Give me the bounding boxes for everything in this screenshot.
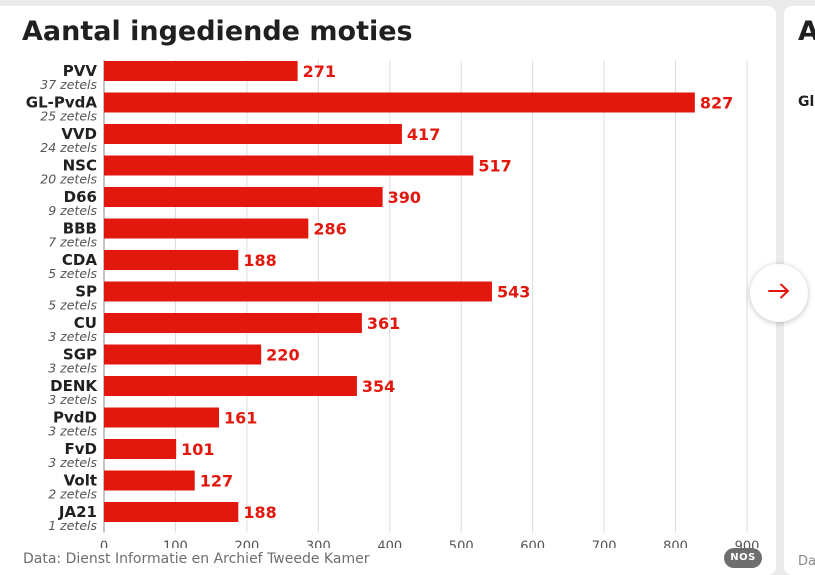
data-label: 361 xyxy=(367,314,400,333)
category-label: NSC xyxy=(63,157,97,175)
category-subtitle: 9 zetels xyxy=(48,203,97,218)
category-label: GL-PvdA xyxy=(26,94,98,112)
bar xyxy=(104,439,177,459)
x-tick-label: 0 xyxy=(100,540,108,549)
category-subtitle: 3 zetels xyxy=(48,361,97,376)
x-tick-label: 300 xyxy=(306,540,331,549)
data-label: 161 xyxy=(224,409,257,428)
category-subtitle: 2 zetels xyxy=(48,487,97,502)
category-subtitle: 20 zetels xyxy=(40,172,97,187)
data-label: 543 xyxy=(497,283,530,302)
x-tick-label: 500 xyxy=(449,540,474,549)
data-label: 390 xyxy=(388,188,421,207)
next-chart-source-fragment: Da xyxy=(798,554,815,569)
data-label: 517 xyxy=(478,157,511,176)
category-label: BBB xyxy=(63,220,97,238)
category-subtitle: 3 zetels xyxy=(48,392,97,407)
category-label: JA21 xyxy=(58,503,97,521)
data-label: 286 xyxy=(313,220,346,239)
bar xyxy=(104,187,383,207)
bar xyxy=(104,470,195,491)
category-subtitle: 37 zetels xyxy=(40,77,97,92)
bar xyxy=(104,61,298,81)
category-subtitle: 3 zetels xyxy=(48,424,97,439)
category-label: SGP xyxy=(63,346,97,364)
data-source: Data: Dienst Informatie en Archief Tweed… xyxy=(23,551,370,567)
category-label: SP xyxy=(75,283,97,301)
category-label: VVD xyxy=(61,125,97,143)
category-label: DENK xyxy=(50,377,98,395)
category-subtitle: 25 zetels xyxy=(40,109,97,124)
x-tick-label: 100 xyxy=(163,540,188,549)
bar xyxy=(104,281,492,302)
x-tick-label: 200 xyxy=(234,540,259,549)
bar xyxy=(104,92,695,113)
data-label: 101 xyxy=(181,440,214,459)
x-tick-label: 800 xyxy=(663,540,688,549)
next-chart-title-fragment: A xyxy=(798,16,815,47)
category-subtitle: 3 zetels xyxy=(48,455,97,470)
data-label: 417 xyxy=(407,125,440,144)
category-label: D66 xyxy=(64,188,97,206)
category-label: PvdD xyxy=(53,409,97,427)
category-subtitle: 3 zetels xyxy=(48,329,97,344)
category-subtitle: 5 zetels xyxy=(48,266,97,281)
category-label: CU xyxy=(74,314,97,332)
chart-title: Aantal ingediende moties xyxy=(22,16,413,47)
category-subtitle: 1 zetels xyxy=(48,518,97,533)
category-subtitle: 5 zetels xyxy=(48,298,97,313)
data-label: 827 xyxy=(700,94,733,113)
data-label: 271 xyxy=(303,62,336,81)
category-label: Volt xyxy=(64,472,97,490)
data-label: 127 xyxy=(200,472,233,491)
bar xyxy=(104,313,362,333)
category-label: PVV xyxy=(63,62,98,80)
arrow-right-icon xyxy=(768,283,790,303)
category-subtitle: 7 zetels xyxy=(48,235,97,250)
bar xyxy=(104,376,357,396)
bar xyxy=(104,155,474,176)
data-label: 188 xyxy=(243,251,276,270)
bar xyxy=(104,502,239,522)
bar xyxy=(104,250,239,270)
data-label: 188 xyxy=(243,503,276,522)
x-tick-label: 600 xyxy=(520,540,545,549)
next-chart-button[interactable] xyxy=(750,264,808,322)
data-label: 354 xyxy=(362,377,395,396)
data-label: 220 xyxy=(266,346,299,365)
bar xyxy=(104,407,220,428)
bar xyxy=(104,124,402,144)
next-chart-label-fragment: Gl xyxy=(798,94,815,110)
bar xyxy=(104,218,309,239)
x-tick-label: 900 xyxy=(735,540,760,549)
nos-logo: NOS xyxy=(724,548,762,568)
category-subtitle: 24 zetels xyxy=(40,140,97,155)
x-tick-label: 400 xyxy=(377,540,402,549)
category-label: CDA xyxy=(62,251,97,269)
category-label: FvD xyxy=(65,440,97,458)
bar xyxy=(104,344,262,365)
x-tick-label: 700 xyxy=(592,540,617,549)
